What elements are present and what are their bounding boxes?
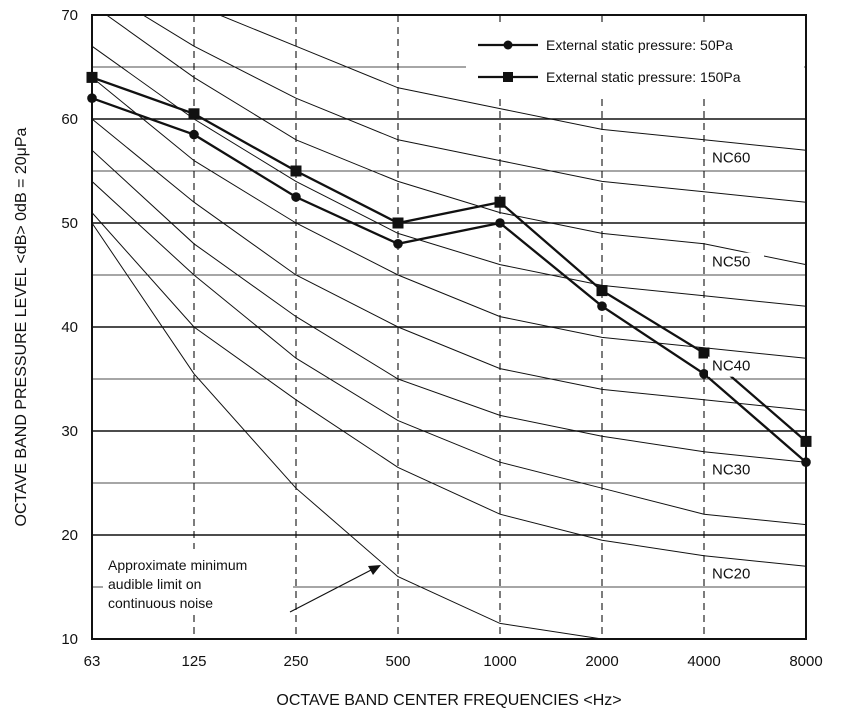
audible-limit-annotation: Approximate minimum audible limit on con…	[103, 549, 381, 613]
series-line	[92, 98, 806, 462]
x-tick-label: 4000	[687, 653, 720, 670]
nc-curve-label: NC60	[712, 150, 750, 167]
annotation-line-1: Approximate minimum	[108, 557, 247, 573]
data-point-square	[291, 166, 302, 177]
x-tick-label: 63	[84, 653, 101, 670]
y-tick-label: 20	[61, 527, 78, 544]
x-tick-label: 8000	[789, 653, 822, 670]
series-line	[92, 77, 806, 441]
data-point-square	[699, 348, 710, 359]
data-point-square	[393, 218, 404, 229]
y-axis-title: OCTAVE BAND PRESSURE LEVEL <dB> 0dB = 20…	[13, 127, 30, 526]
annotation-line-2: audible limit on	[108, 576, 201, 592]
x-tick-label: 125	[181, 653, 206, 670]
data-point-square	[189, 108, 200, 119]
y-tick-label: 30	[61, 423, 78, 440]
legend-marker-circle	[504, 41, 513, 50]
nc-curve-line	[92, 119, 806, 410]
x-tick-label: 2000	[585, 653, 618, 670]
annotation-line-3: continuous noise	[108, 595, 213, 611]
y-tick-label: 50	[61, 215, 78, 232]
data-point-circle	[291, 192, 301, 202]
y-tick-label: 60	[61, 111, 78, 128]
nc-curve-label: NC50	[712, 254, 750, 271]
legend-label-150pa: External static pressure: 150Pa	[546, 69, 741, 85]
nc-curve-label: NC40	[712, 358, 750, 375]
nc-curve-label: NC20	[712, 566, 750, 583]
y-tick-label: 40	[61, 319, 78, 336]
x-axis-title: OCTAVE BAND CENTER FREQUENCIES <Hz>	[276, 692, 621, 709]
data-series	[87, 72, 812, 467]
data-point-circle	[699, 369, 709, 379]
legend: External static pressure: 50Pa External …	[466, 27, 804, 99]
x-tick-label: 500	[385, 653, 410, 670]
data-point-circle	[597, 301, 607, 311]
data-point-square	[495, 197, 506, 208]
data-point-circle	[495, 218, 505, 228]
nc-curve-label: NC30	[712, 462, 750, 479]
legend-marker-square	[503, 72, 513, 82]
y-tick-label: 70	[61, 7, 78, 24]
x-tick-label: 250	[283, 653, 308, 670]
y-tick-label: 10	[61, 631, 78, 648]
data-point-circle	[189, 130, 199, 140]
legend-label-50pa: External static pressure: 50Pa	[546, 37, 733, 53]
annotation-arrow	[290, 568, 375, 612]
data-point-circle	[393, 239, 403, 249]
data-point-square	[597, 285, 608, 296]
x-tick-label: 1000	[483, 653, 516, 670]
